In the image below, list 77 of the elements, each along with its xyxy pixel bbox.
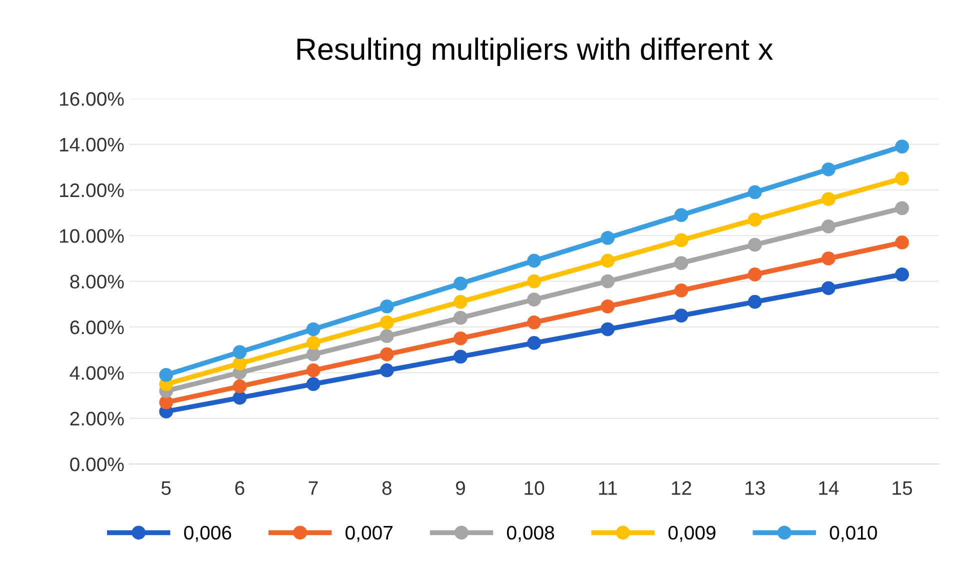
legend-label: 0,007 [346, 526, 392, 542]
point [674, 256, 688, 270]
x-tick-label: 7 [308, 481, 318, 495]
y-tick-label: 8.00% [70, 274, 124, 289]
legend-label: 0,008 [506, 526, 554, 542]
point [454, 350, 468, 364]
point [748, 268, 762, 282]
y-tick-label: 10.00% [60, 229, 124, 243]
point [380, 329, 394, 344]
point [159, 395, 174, 410]
point [306, 322, 320, 336]
y-tick-label: 6.00% [70, 320, 124, 334]
point [600, 299, 615, 314]
point [895, 236, 909, 250]
x-tick-label: 12 [672, 481, 692, 495]
point [822, 220, 836, 234]
point [380, 299, 394, 314]
x-tick-label: 11 [599, 481, 617, 495]
legend-label: 0,006 [184, 526, 232, 542]
x-tick-label: 6 [235, 481, 244, 495]
x-tick-label: 15 [892, 481, 912, 495]
point [454, 294, 468, 309]
y-tick-label: 16.00% [60, 92, 124, 106]
point [527, 254, 542, 268]
point [674, 283, 688, 298]
x-tick-label: 13 [746, 481, 765, 495]
point [527, 336, 542, 350]
point [232, 379, 247, 394]
point [232, 390, 247, 405]
y-tick-label: 0.00% [70, 457, 124, 472]
point [306, 336, 320, 350]
x-tick-label: 9 [456, 481, 465, 495]
point [895, 172, 909, 186]
legend-label: 0,010 [830, 526, 877, 542]
x-tick-label: 5 [161, 481, 171, 495]
point [159, 368, 174, 382]
point [380, 347, 394, 362]
point [600, 274, 615, 288]
point [600, 230, 615, 245]
point [306, 363, 320, 378]
point [454, 310, 468, 325]
chart-title: Resulting multipliers with different x [297, 38, 773, 66]
point [600, 254, 615, 268]
point [454, 276, 468, 291]
point [895, 140, 909, 154]
point [674, 233, 688, 248]
point [895, 201, 909, 216]
point [822, 192, 836, 206]
x-tick-label: 14 [819, 481, 839, 495]
point [380, 363, 394, 378]
point [527, 315, 542, 330]
point [674, 308, 688, 322]
point [748, 185, 762, 200]
point [822, 162, 836, 176]
point [527, 274, 542, 288]
y-tick-label: 4.00% [70, 366, 124, 380]
point [822, 252, 836, 266]
point [748, 212, 762, 227]
point [232, 345, 247, 360]
y-tick-label: 12.00% [60, 183, 124, 198]
y-tick-label: 14.00% [60, 138, 124, 152]
point [822, 281, 836, 296]
point [380, 315, 394, 330]
point [306, 347, 320, 362]
x-tick-label: 8 [382, 481, 392, 495]
y-tick-label: 2.00% [70, 412, 124, 426]
point [232, 356, 247, 370]
point [748, 238, 762, 252]
legend-label: 0,009 [668, 526, 716, 542]
point [895, 268, 909, 282]
point [600, 322, 615, 336]
point [306, 377, 320, 392]
x-tick-label: 10 [524, 481, 544, 495]
point [748, 294, 762, 309]
point [454, 331, 468, 346]
point [527, 292, 542, 307]
point [674, 208, 688, 222]
